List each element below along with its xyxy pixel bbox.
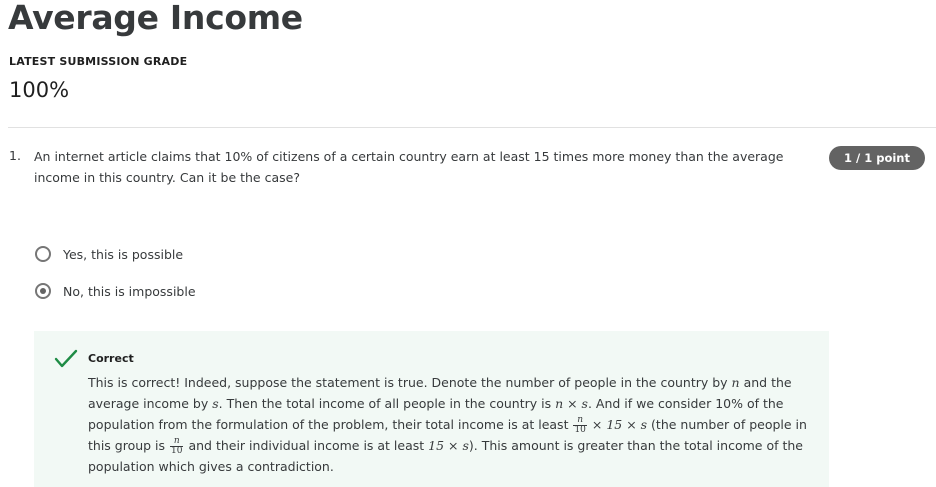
fraction-denominator: 10 — [574, 425, 586, 435]
fraction-numerator: n — [573, 416, 587, 426]
math-product: 15 × s — [428, 438, 469, 453]
radio-button-no[interactable] — [33, 281, 53, 301]
math-n: n — [731, 375, 740, 390]
math-fraction: n 10 — [170, 437, 184, 456]
grade-label: LATEST SUBMISSION GRADE — [9, 55, 188, 68]
divider — [8, 127, 936, 128]
math-product: n × s — [555, 396, 588, 411]
fraction-denominator: 10 — [171, 446, 183, 456]
feedback-status: Correct — [88, 352, 134, 365]
text-segment: (the number of people in this group is — [88, 417, 807, 453]
grade-value: 100% — [9, 78, 70, 102]
text-segment: . Then the total income of all people in… — [218, 396, 556, 411]
option-label: No, this is impossible — [63, 283, 196, 299]
math-fraction: n 10 — [573, 416, 587, 435]
option-label: Yes, this is possible — [63, 246, 184, 262]
feedback-panel: Correct This is correct! Indeed, suppose… — [34, 331, 829, 487]
radio-button-yes[interactable] — [33, 244, 53, 264]
points-badge: 1 / 1 point — [829, 146, 925, 170]
text-segment: This is correct! Indeed, suppose the sta… — [88, 375, 732, 390]
math-s: s — [212, 396, 219, 411]
math-product: × 15 × s — [587, 417, 648, 432]
text-segment: and their individual income is at least — [184, 438, 429, 453]
radio-selected-icon — [35, 283, 51, 299]
check-icon — [54, 349, 78, 368]
question-text: An internet article claims that 10% of c… — [34, 149, 784, 185]
question-number: 1. — [9, 148, 21, 163]
page-title: Average Income — [8, 0, 303, 37]
text-segment: . And if we consider 10% of the populati… — [88, 396, 784, 432]
text-segment: ). This amount is greater than the total… — [88, 438, 803, 474]
radio-unselected-icon — [35, 246, 51, 262]
option-no[interactable]: No, this is impossible — [33, 281, 196, 301]
feedback-explanation: This is correct! Indeed, suppose the sta… — [88, 372, 816, 477]
text-segment: and the average income by — [88, 375, 792, 411]
option-yes[interactable]: Yes, this is possible — [33, 244, 183, 264]
fraction-numerator: n — [170, 437, 184, 447]
